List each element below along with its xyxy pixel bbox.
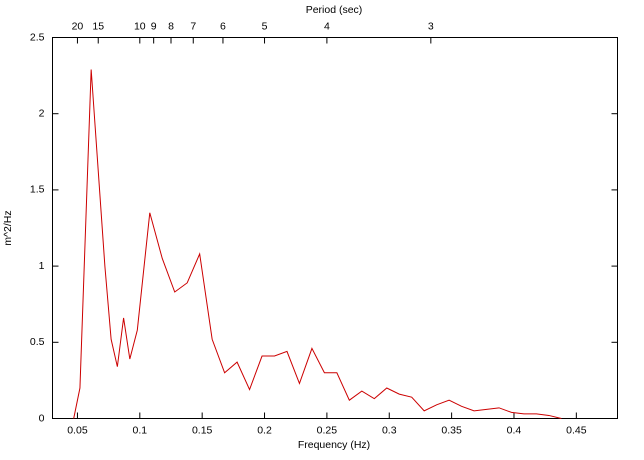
x2-tick-label: 5 xyxy=(262,20,268,32)
x2-tick-label: 6 xyxy=(220,20,226,32)
x2-tick-label: 7 xyxy=(190,20,196,32)
y-tick-label: 0.5 xyxy=(30,336,45,348)
x2-tick-label: 20 xyxy=(72,20,84,32)
y-tick-label: 1 xyxy=(39,260,45,272)
x-tick-label: 0.1 xyxy=(133,424,148,436)
x2-tick-label: 15 xyxy=(92,20,104,32)
y-tick-label: 1.5 xyxy=(30,184,45,196)
y-tick-label: 2 xyxy=(39,107,45,119)
x-tick-label: 0.2 xyxy=(257,424,272,436)
y-tick-label: 0 xyxy=(39,412,45,424)
x2-tick-label: 4 xyxy=(324,20,330,32)
x2-tick-label: 8 xyxy=(168,20,174,32)
x2-tick-label: 3 xyxy=(428,20,434,32)
x-tick-label: 0.4 xyxy=(507,424,522,436)
x-tick-label: 0.35 xyxy=(441,424,462,436)
plot-frame xyxy=(52,37,618,419)
x2-tick-label: 10 xyxy=(134,20,146,32)
y-axis-label: m^2/Hz xyxy=(2,210,14,245)
x-tick-label: 0.25 xyxy=(317,424,338,436)
y-tick-label: 2.5 xyxy=(30,31,45,43)
data-line xyxy=(73,69,562,419)
x-tick-label: 0.45 xyxy=(566,424,587,436)
x-tick-label: 0.15 xyxy=(192,424,213,436)
x2-axis-label: Period (sec) xyxy=(306,4,363,16)
x-tick-label: 0.05 xyxy=(67,424,88,436)
x2-tick-label: 9 xyxy=(151,20,157,32)
x-tick-label: 0.3 xyxy=(382,424,397,436)
x-axis-label: Frequency (Hz) xyxy=(298,439,370,451)
